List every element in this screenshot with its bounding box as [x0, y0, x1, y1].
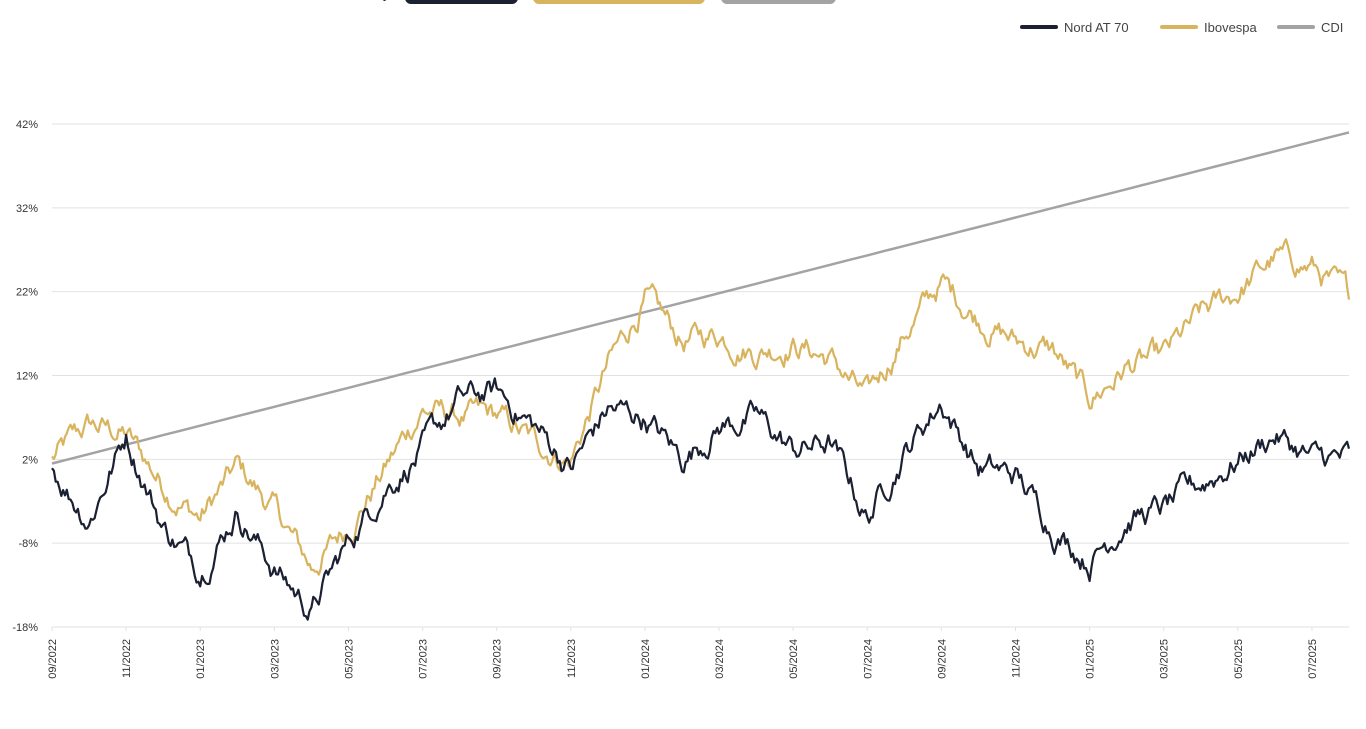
y-tick-label: 12%	[16, 371, 38, 383]
x-tick-label: 09/2024	[936, 639, 948, 679]
x-axis: 09/2022 11/2022 01/2023 03/2023 05/2023 07/20…	[47, 627, 1319, 679]
toggle-ibovespa-button[interactable]	[533, 0, 705, 4]
x-tick-label: 11/2023	[566, 639, 578, 678]
y-tick-label: -18%	[12, 622, 38, 634]
x-tick-label: 05/2025	[1233, 639, 1245, 679]
x-tick-label: 01/2024	[640, 639, 652, 679]
x-tick-label: 03/2023	[269, 639, 281, 679]
legend-item[interactable]: CDI	[1277, 20, 1343, 35]
x-tick-label: 11/2022	[121, 639, 133, 678]
x-tick-label: 09/2023	[492, 639, 504, 679]
x-tick-label: 07/2024	[862, 639, 874, 679]
y-tick-label: 22%	[16, 287, 38, 299]
y-tick-label: -8%	[18, 538, 38, 550]
series-toggle-bar	[0, 0, 1366, 6]
legend-label: Nord AT 70	[1064, 20, 1129, 35]
series-line	[51, 238, 1351, 576]
y-tick-label: 42%	[16, 119, 38, 131]
y-tick-label: 2%	[22, 454, 38, 466]
x-tick-label: 11/2024	[1010, 639, 1022, 678]
x-tick-label: 05/2023	[343, 639, 355, 679]
x-tick-label: 07/2025	[1307, 639, 1319, 679]
x-tick-label: 09/2022	[47, 639, 59, 679]
legend-item[interactable]: Ibovespa	[1160, 20, 1258, 35]
grid	[52, 123, 1349, 628]
y-tick-label: 32%	[16, 203, 38, 215]
series-line	[51, 377, 1351, 621]
x-tick-label: 01/2023	[195, 639, 207, 679]
toggle-cdi-button[interactable]	[721, 0, 836, 4]
legend-label: CDI	[1321, 20, 1343, 35]
toggle-label-fragment	[383, 0, 386, 1]
x-tick-label: 03/2024	[714, 639, 726, 679]
x-tick-label: 01/2025	[1085, 639, 1097, 679]
series-lines	[51, 131, 1351, 621]
series-line	[51, 131, 1350, 465]
legend-label: Ibovespa	[1204, 20, 1258, 35]
legend-item[interactable]: Nord AT 70	[1020, 20, 1129, 35]
x-tick-label: 05/2024	[788, 639, 800, 679]
y-axis: -18% -8% 2% 12% 22% 32% 42%	[12, 119, 38, 634]
legend: Nord AT 70 Ibovespa CDI	[1020, 20, 1343, 35]
toggle-nord-button[interactable]	[405, 0, 518, 4]
x-tick-label: 03/2025	[1159, 639, 1171, 679]
x-tick-label: 07/2023	[418, 639, 430, 679]
